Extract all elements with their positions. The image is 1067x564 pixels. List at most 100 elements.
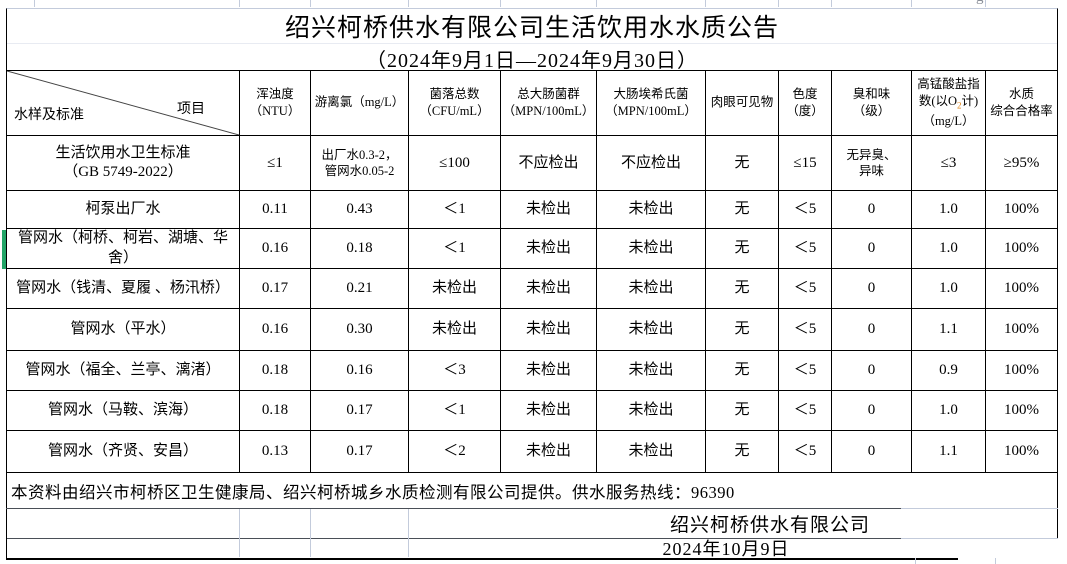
table-cell[interactable]: 0.16 [311, 351, 409, 391]
column-header-cell[interactable]: 总大肠菌群 （MPN/100mL） [501, 71, 597, 136]
column-header-cell[interactable]: 菌落总数 （CFU/mL） [409, 71, 501, 136]
table-cell[interactable]: 未检出 [597, 229, 706, 269]
column-header-cell[interactable]: 浑浊度 （NTU） [240, 71, 311, 136]
table-cell[interactable]: 100% [986, 309, 1058, 351]
table-cell[interactable]: 0.43 [311, 191, 409, 229]
table-cell[interactable]: 0.18 [240, 391, 311, 431]
table-cell[interactable]: ＜5 [779, 431, 832, 473]
table-cell[interactable]: 0 [832, 351, 912, 391]
table-cell[interactable]: 1.1 [912, 431, 986, 473]
table-cell[interactable]: 无 [706, 309, 779, 351]
table-cell[interactable]: 未检出 [409, 309, 501, 351]
table-cell[interactable]: 不应检出 [597, 136, 706, 191]
row-label[interactable]: 生活饮用水卫生标准 （GB 5749-2022） [7, 136, 240, 191]
table-cell[interactable]: 0 [832, 191, 912, 229]
table-cell[interactable]: ＜5 [779, 229, 832, 269]
table-cell[interactable]: 未检出 [501, 191, 597, 229]
table-cell[interactable]: 未检出 [597, 391, 706, 431]
table-cell[interactable]: 未检出 [501, 269, 597, 309]
table-cell[interactable]: 未检出 [597, 431, 706, 473]
page-title[interactable]: 绍兴柯桥供水有限公司生活饮用水水质公告 [284, 15, 779, 42]
table-cell[interactable]: ＜1 [409, 391, 501, 431]
table-cell[interactable]: 未检出 [597, 191, 706, 229]
table-cell[interactable]: ≤3 [912, 136, 986, 191]
table-cell[interactable]: 无 [706, 136, 779, 191]
table-cell[interactable]: 未检出 [501, 431, 597, 473]
table-cell[interactable]: 0.16 [240, 309, 311, 351]
table-cell[interactable]: 无 [706, 229, 779, 269]
table-cell[interactable]: 100% [986, 229, 1058, 269]
table-cell[interactable]: 无异臭、 异味 [832, 136, 912, 191]
column-header-cell[interactable]: 色度 （度） [779, 71, 832, 136]
table-cell[interactable]: 100% [986, 391, 1058, 431]
period-subtitle[interactable]: （2024年9月1日—2024年9月30日） [7, 43, 1057, 72]
column-header-cell[interactable]: 大肠埃希氏菌 （MPN/100mL） [597, 71, 706, 136]
table-cell[interactable]: 无 [706, 431, 779, 473]
column-header-cell[interactable]: 臭和味 （级） [832, 71, 912, 136]
table-cell[interactable]: 1.0 [912, 269, 986, 309]
table-cell[interactable]: 未检出 [597, 269, 706, 309]
table-cell[interactable]: 1.0 [912, 229, 986, 269]
table-cell[interactable]: ＜5 [779, 269, 832, 309]
table-cell[interactable]: 100% [986, 431, 1058, 473]
table-cell[interactable]: 0.30 [311, 309, 409, 351]
table-cell[interactable]: 0 [832, 391, 912, 431]
corner-header-cell[interactable]: 水样及标准 项目 [7, 71, 240, 136]
table-cell[interactable]: 0 [832, 269, 912, 309]
table-cell[interactable]: 100% [986, 191, 1058, 229]
table-cell[interactable]: 100% [986, 351, 1058, 391]
table-cell[interactable]: ≤100 [409, 136, 501, 191]
table-cell[interactable]: 未检出 [501, 391, 597, 431]
table-cell[interactable]: 0 [832, 229, 912, 269]
table-cell[interactable]: 0.11 [240, 191, 311, 229]
row-label[interactable]: 柯泵出厂水 [7, 191, 240, 229]
table-cell[interactable]: 无 [706, 391, 779, 431]
company-signature[interactable]: 绍兴柯桥供水有限公司 [669, 514, 870, 536]
table-cell[interactable]: 0.17 [311, 431, 409, 473]
table-cell[interactable]: ＜1 [409, 229, 501, 269]
row-label[interactable]: 管网水（柯桥、柯岩、湖塘、华舍） [7, 229, 240, 269]
table-cell[interactable]: 0.16 [240, 229, 311, 269]
table-cell[interactable]: 0.9 [912, 351, 986, 391]
table-cell[interactable]: 0.17 [240, 269, 311, 309]
table-cell[interactable]: ≤15 [779, 136, 832, 191]
table-cell[interactable]: 0.13 [240, 431, 311, 473]
row-label[interactable]: 管网水（平水） [7, 309, 240, 351]
table-cell[interactable]: 0.17 [311, 391, 409, 431]
table-cell[interactable]: 未检出 [597, 351, 706, 391]
date-signature[interactable]: 2024年10月9日 [662, 539, 790, 559]
table-cell[interactable]: 未检出 [409, 269, 501, 309]
footer-note[interactable]: 本资料由绍兴市柯桥区卫生健康局、绍兴柯桥城乡水质检测有限公司提供。供水服务热线：… [7, 473, 1058, 509]
table-cell[interactable]: ≤1 [240, 136, 311, 191]
row-label[interactable]: 管网水（马鞍、滨海） [7, 391, 240, 431]
table-cell[interactable]: 0.21 [311, 269, 409, 309]
column-header-cell[interactable]: 水质 综合合格率 [986, 71, 1058, 136]
table-cell[interactable]: ＜2 [409, 431, 501, 473]
table-cell[interactable]: 0 [832, 431, 912, 473]
table-cell[interactable]: 0.18 [240, 351, 311, 391]
table-cell[interactable]: 1.0 [912, 391, 986, 431]
table-cell[interactable]: 无 [706, 191, 779, 229]
row-label[interactable]: 管网水（钱清、夏履 、杨汛桥） [7, 269, 240, 309]
table-cell[interactable]: ≥95% [986, 136, 1058, 191]
table-cell[interactable]: 1.1 [912, 309, 986, 351]
column-header-cell[interactable]: 游离氯（mg/L） [311, 71, 409, 136]
table-cell[interactable]: 未检出 [597, 309, 706, 351]
table-cell[interactable]: 未检出 [501, 229, 597, 269]
table-cell[interactable]: 无 [706, 351, 779, 391]
column-header-cell[interactable]: 肉眼可见物 [706, 71, 779, 136]
column-header-cell[interactable]: 高锰酸盐指 数(以O2计) （mg/L） [912, 71, 986, 136]
table-cell[interactable]: 无 [706, 269, 779, 309]
table-cell[interactable]: 1.0 [912, 191, 986, 229]
table-cell[interactable]: ＜5 [779, 309, 832, 351]
table-cell[interactable]: ＜1 [409, 191, 501, 229]
table-cell[interactable]: 不应检出 [501, 136, 597, 191]
table-cell[interactable]: ＜5 [779, 351, 832, 391]
table-cell[interactable]: 100% [986, 269, 1058, 309]
table-cell[interactable]: ＜5 [779, 391, 832, 431]
table-cell[interactable]: 0.18 [311, 229, 409, 269]
table-cell[interactable]: 出厂水0.3-2， 管网水0.05-2 [311, 136, 409, 191]
table-cell[interactable]: 0 [832, 309, 912, 351]
row-label[interactable]: 管网水（齐贤、安昌） [7, 431, 240, 473]
table-cell[interactable]: 未检出 [501, 309, 597, 351]
